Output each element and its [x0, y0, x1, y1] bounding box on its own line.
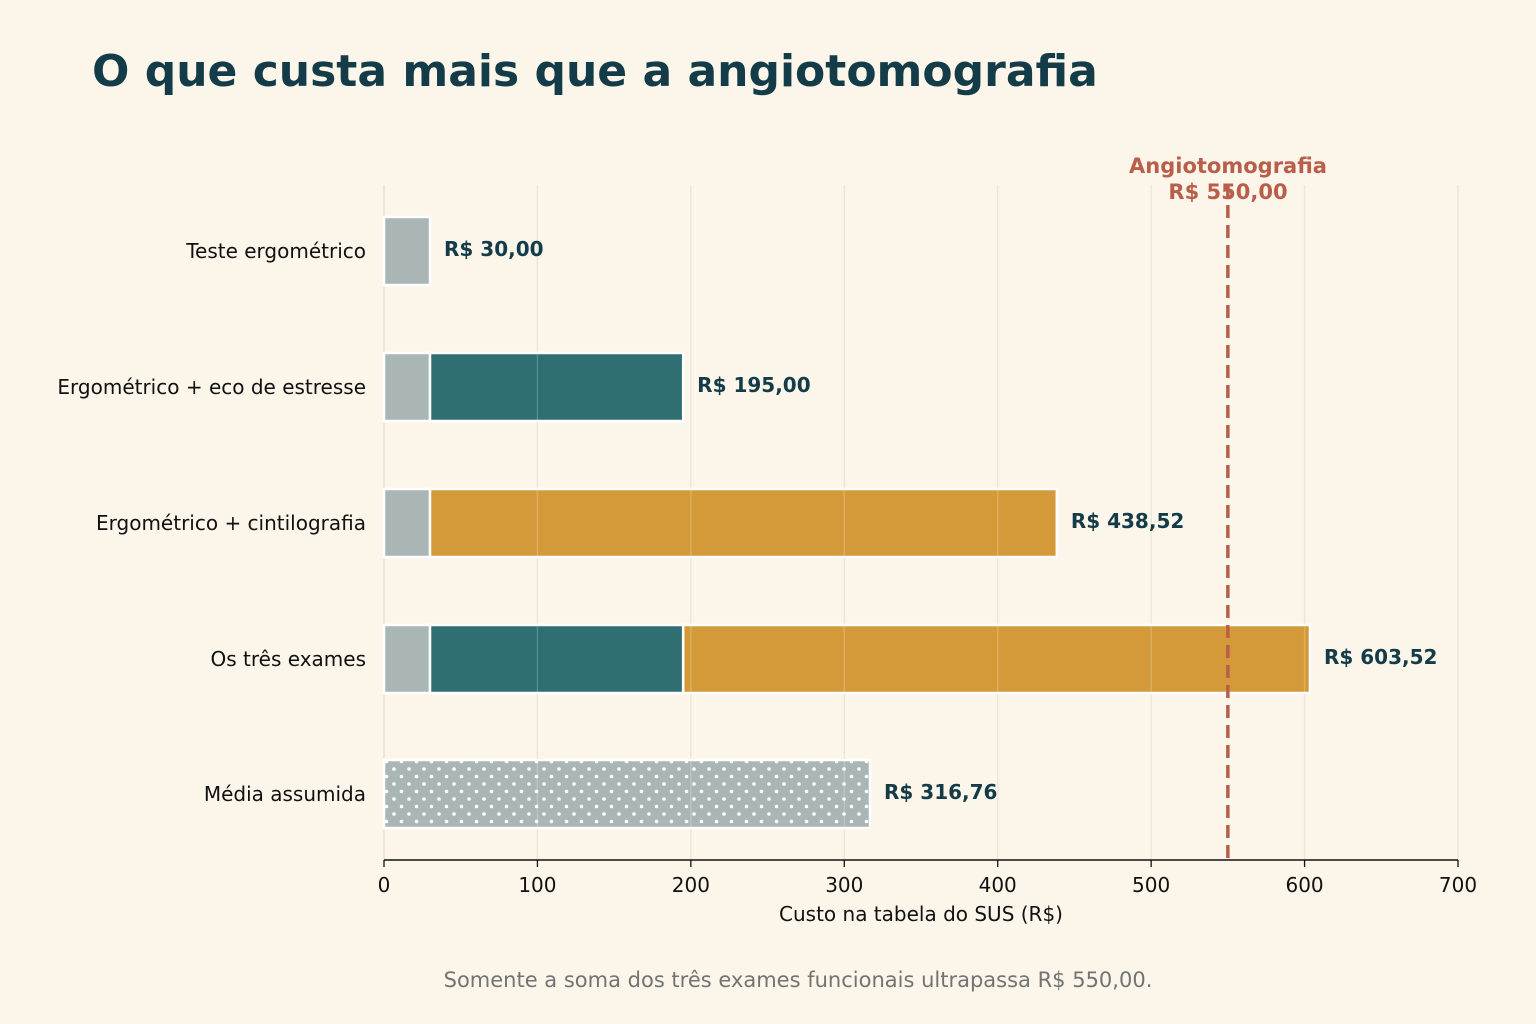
bar-segment: [681, 623, 1312, 695]
reference-label-name: Angiotomografia: [1129, 154, 1327, 178]
x-tick-label: 0: [378, 873, 391, 897]
x-tick-label: 100: [518, 873, 556, 897]
category-labels: Teste ergométrico Ergométrico + eco de es…: [57, 239, 366, 806]
value-label: R$ 30,00: [444, 237, 544, 261]
x-axis: 0 100 200 300 400 500 600 700: [378, 859, 1477, 897]
bar-segment: [428, 487, 1059, 559]
category-label: Média assumida: [204, 782, 366, 806]
value-labels: R$ 30,00 R$ 195,00 R$ 438,52 R$ 603,52 R$ 31…: [444, 237, 1437, 804]
x-tick-label: 200: [672, 873, 710, 897]
category-label: Os três exames: [211, 647, 366, 671]
x-tick-label: 600: [1285, 873, 1323, 897]
value-label: R$ 195,00: [697, 373, 810, 397]
bar-segment: [382, 351, 432, 423]
x-tick-label: 300: [825, 873, 863, 897]
x-axis-title: Custo na tabela do SUS (R$): [779, 902, 1063, 926]
category-label: Ergométrico + cintilografia: [96, 511, 366, 535]
x-tick-label: 700: [1439, 873, 1477, 897]
footnote: Somente a soma dos três exames funcionai…: [444, 968, 1153, 992]
bar-segment: [428, 351, 685, 423]
grid-overlay: [536, 185, 1459, 860]
bar-segment: [382, 215, 432, 287]
chart-title: O que custa mais que a angiotomografia: [92, 46, 1098, 97]
x-tick-label: 500: [1132, 873, 1170, 897]
bar-segment: [428, 623, 685, 695]
category-label: Ergométrico + eco de estresse: [57, 375, 366, 399]
category-label: Teste ergométrico: [185, 239, 366, 263]
bar-segment: [382, 623, 432, 695]
value-label: R$ 438,52: [1071, 509, 1184, 533]
bar-segment: [382, 758, 872, 830]
value-label: R$ 316,76: [884, 780, 997, 804]
bars: [382, 215, 1312, 830]
bar-segment: [382, 487, 432, 559]
x-tick-label: 400: [979, 873, 1017, 897]
value-label: R$ 603,52: [1324, 645, 1437, 669]
reference-label-value: R$ 550,00: [1168, 180, 1287, 204]
